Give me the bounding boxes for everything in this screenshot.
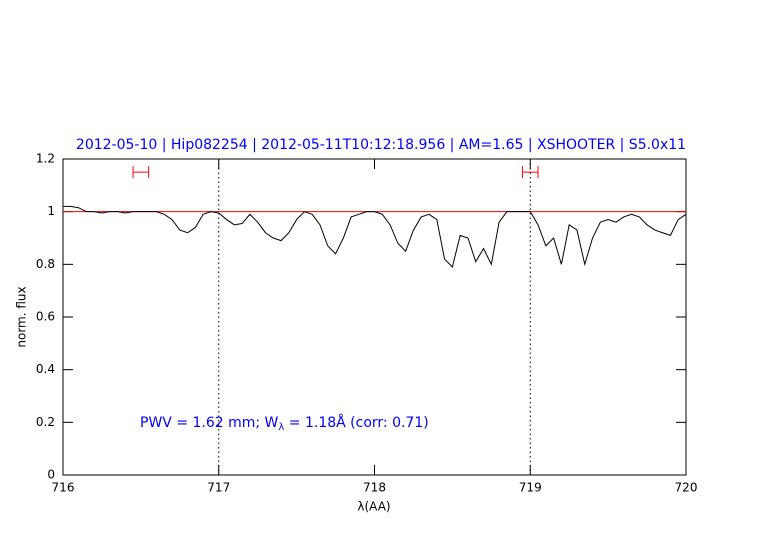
y-tick-label: 1 bbox=[47, 204, 55, 218]
x-axis-label: λ(AA) bbox=[357, 500, 390, 514]
x-tick-label: 719 bbox=[519, 481, 542, 495]
y-tick-label: 0 bbox=[47, 468, 55, 482]
y-axis-label: norm. flux bbox=[15, 286, 29, 347]
spectrum-line bbox=[63, 205, 687, 268]
y-tick-label: 0.8 bbox=[36, 257, 55, 271]
interval-marker bbox=[521, 166, 539, 179]
y-tick-label: 1.2 bbox=[36, 152, 55, 166]
annotation-subscript: λ bbox=[278, 422, 284, 433]
x-tick-label: 720 bbox=[675, 481, 698, 495]
x-tick-label: 717 bbox=[207, 481, 230, 495]
y-tick-label: 0.6 bbox=[36, 310, 55, 324]
y-tick-label: 0.4 bbox=[36, 362, 55, 376]
interval-marker bbox=[132, 166, 150, 179]
x-tick-label: 718 bbox=[363, 481, 386, 495]
annotation-text: = 1.18Å (corr: 0.71) bbox=[284, 414, 428, 431]
y-tick-label: 0.2 bbox=[36, 415, 55, 429]
annotation-text: PWV = 1.62 mm; W bbox=[140, 415, 279, 431]
annotation: PWV = 1.62 mm; Wλ = 1.18Å (corr: 0.71) bbox=[140, 414, 429, 433]
x-tick-label: 716 bbox=[52, 481, 75, 495]
chart-title: 2012-05-10 | Hip082254 | 2012-05-11T10:1… bbox=[76, 137, 686, 153]
